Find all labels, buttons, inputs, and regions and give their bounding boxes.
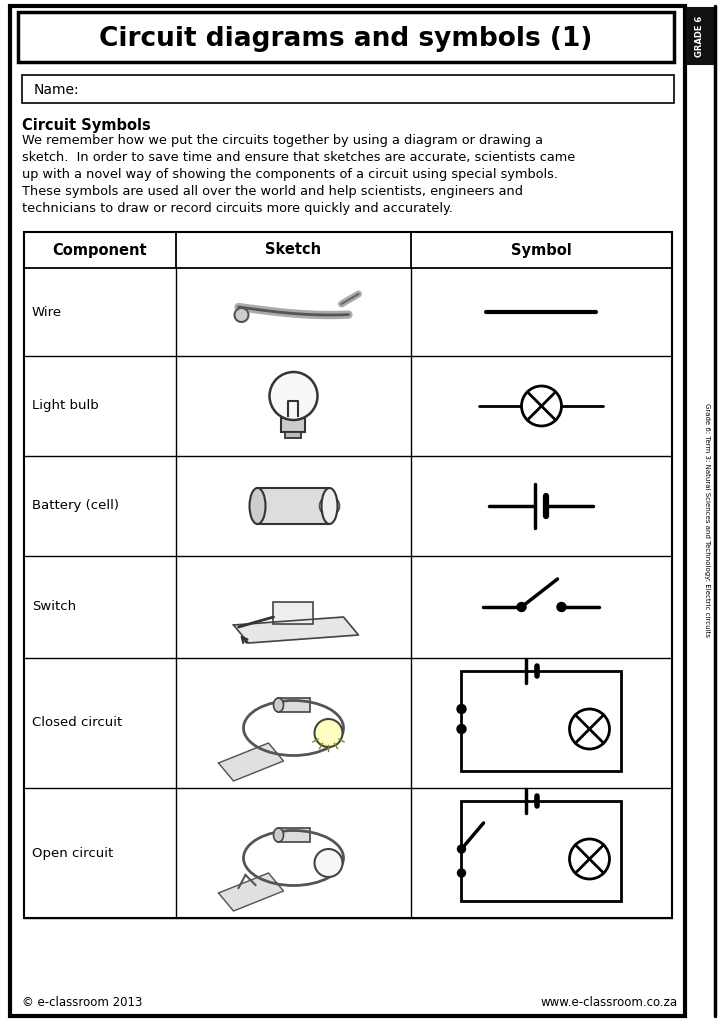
Text: sketch.  In order to save time and ensure that sketches are accurate, scientists: sketch. In order to save time and ensure… (22, 151, 575, 164)
Text: © e-classroom 2013: © e-classroom 2013 (22, 996, 142, 1009)
Bar (462, 671, 621, 771)
Circle shape (457, 725, 466, 733)
Ellipse shape (273, 698, 283, 712)
Text: Name:: Name: (34, 83, 80, 97)
Text: Open circuit: Open circuit (32, 847, 113, 859)
Polygon shape (218, 873, 283, 911)
Text: GRADE 6: GRADE 6 (695, 15, 705, 56)
Text: Sketch: Sketch (265, 243, 322, 257)
Text: These symbols are used all over the world and help scientists, engineers and: These symbols are used all over the worl… (22, 185, 523, 198)
Circle shape (315, 849, 342, 877)
Circle shape (320, 496, 339, 516)
Circle shape (457, 845, 465, 853)
Text: Circuit Symbols: Circuit Symbols (22, 118, 151, 133)
Text: www.e-classroom.co.za: www.e-classroom.co.za (541, 996, 678, 1009)
Circle shape (517, 602, 526, 611)
Text: Battery (cell): Battery (cell) (32, 500, 119, 512)
Text: Symbol: Symbol (511, 243, 572, 257)
Bar (273, 602, 313, 624)
Circle shape (234, 308, 249, 322)
Circle shape (315, 719, 342, 746)
Ellipse shape (273, 828, 283, 842)
Circle shape (457, 705, 466, 714)
Text: Grade 6: Term 3: Natural Sciences and Technology: Electric circuits: Grade 6: Term 3: Natural Sciences and Te… (704, 403, 710, 637)
Bar (281, 418, 305, 432)
Bar (462, 801, 621, 901)
Circle shape (557, 602, 566, 611)
Circle shape (457, 869, 465, 877)
Circle shape (570, 839, 610, 879)
Text: Switch: Switch (32, 600, 76, 613)
Text: Light bulb: Light bulb (32, 399, 99, 413)
Text: Wire: Wire (32, 305, 62, 318)
Bar (24, 232, 672, 918)
Ellipse shape (321, 488, 338, 524)
Bar (278, 698, 310, 712)
Bar (257, 488, 329, 524)
Bar (686, 8, 714, 63)
Text: up with a novel way of showing the components of a circuit using special symbols: up with a novel way of showing the compo… (22, 168, 558, 181)
Text: Circuit diagrams and symbols (1): Circuit diagrams and symbols (1) (99, 26, 592, 52)
Bar (18, 12, 674, 62)
Text: Closed circuit: Closed circuit (32, 717, 123, 729)
Bar (22, 75, 674, 103)
Bar (286, 432, 302, 438)
Polygon shape (218, 743, 283, 781)
Text: We remember how we put the circuits together by using a diagram or drawing a: We remember how we put the circuits toge… (22, 134, 543, 147)
Circle shape (270, 372, 318, 420)
Text: technicians to draw or record circuits more quickly and accurately.: technicians to draw or record circuits m… (22, 202, 453, 215)
Polygon shape (233, 617, 358, 643)
Text: Component: Component (53, 243, 147, 257)
Circle shape (521, 386, 561, 426)
Circle shape (570, 709, 610, 749)
Ellipse shape (249, 488, 265, 524)
Bar (278, 828, 310, 842)
